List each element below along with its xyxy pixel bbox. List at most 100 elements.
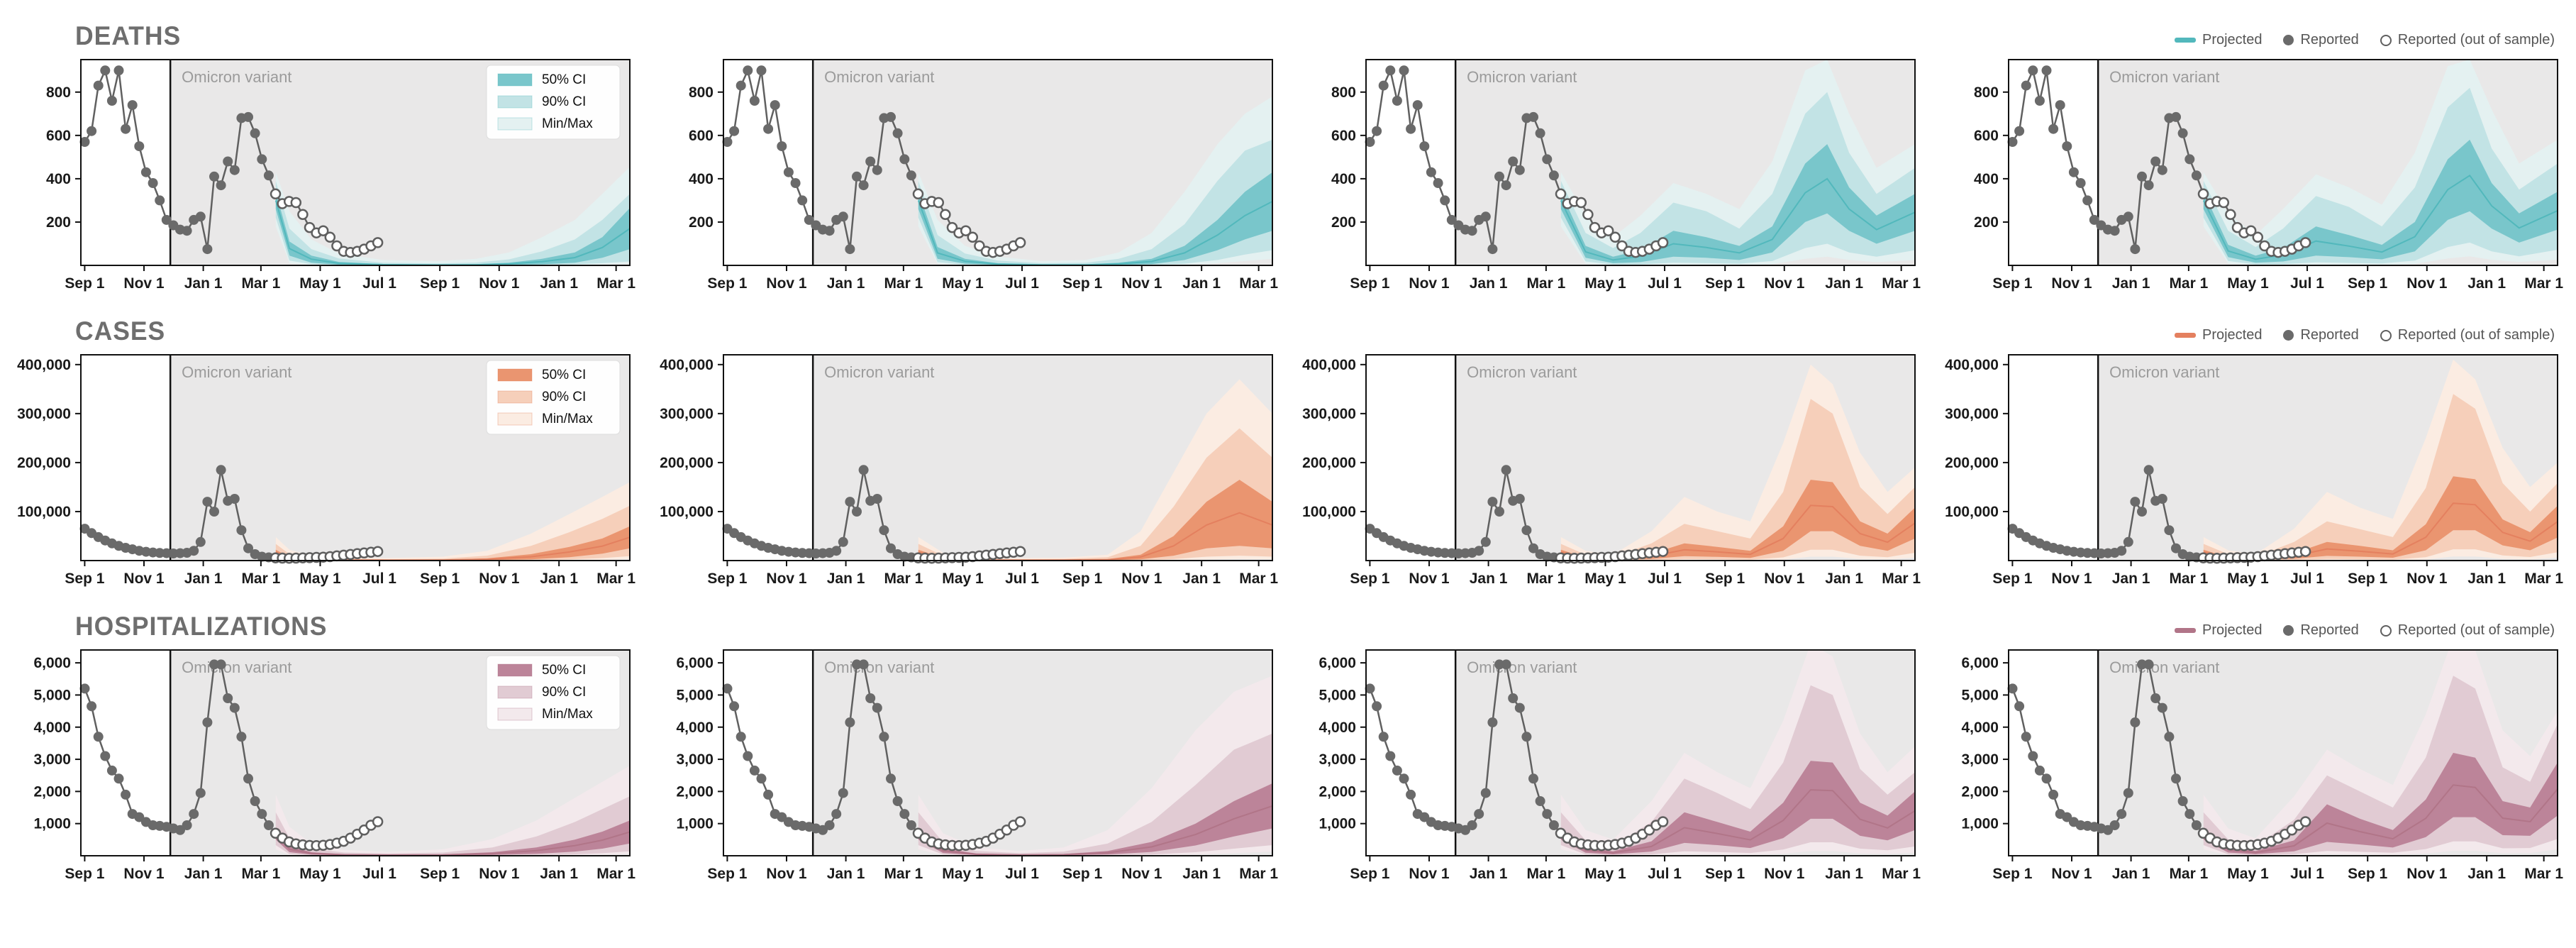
reported-point: [189, 546, 199, 556]
reported-out-of-sample-point: [1616, 240, 1628, 252]
projected-median-line: [917, 200, 1272, 265]
ci50-band: [1560, 480, 1915, 561]
reported-point: [852, 171, 862, 182]
reported-point: [729, 701, 740, 712]
legend-item-projected: Projected: [2174, 327, 2262, 343]
reported-point: [1372, 126, 1382, 136]
x-tick-label: Mar 1: [1239, 275, 1278, 292]
reported-point: [749, 96, 760, 106]
reported-out-of-sample-point: [1014, 816, 1026, 827]
reported-point: [1508, 156, 1519, 167]
x-tick-label: Jul 1: [1005, 866, 1039, 882]
y-tick-label: 400: [1974, 171, 1999, 187]
reported-point: [2177, 128, 2188, 138]
reported-point: [2089, 214, 2099, 225]
reported-point: [1474, 546, 1484, 556]
reported-point: [1372, 701, 1382, 712]
reported-out-of-sample-point: [967, 231, 979, 243]
plot-frame: [723, 649, 1273, 856]
reported-point: [1446, 214, 1457, 225]
x-tick-label: Mar 1: [1526, 275, 1565, 292]
plot-frame: [80, 354, 631, 561]
legend-projected-label: Projected: [2202, 622, 2263, 638]
reported-point: [161, 214, 172, 225]
y-tick-label: 3,000: [1318, 751, 1356, 768]
y-tick-label: 400: [689, 171, 714, 187]
reported-point: [892, 796, 903, 806]
reported-point: [236, 732, 247, 742]
x-tick-label: Jan 1: [1470, 275, 1508, 292]
cases-panel-1: Omicron variant Sep 1 Nov 1 Jan 1 Mar 1 May 1…: [17, 354, 635, 587]
reported-point: [2177, 796, 2188, 806]
reported-out-of-sample-point: [1602, 225, 1614, 236]
x-tick-label: Jul 1: [1648, 866, 1682, 882]
reported-point: [1535, 128, 1545, 138]
reported-out-of-sample-point: [974, 240, 985, 252]
reported-point: [93, 732, 104, 742]
x-tick-label: Mar 1: [241, 571, 280, 587]
row-cases: CASES Projected Reported Reported (out o…: [10, 302, 2576, 590]
y-tick-label: 400,000: [1945, 357, 1999, 373]
reported-out-of-sample-point: [2245, 225, 2257, 236]
plot-frame: [1365, 354, 1916, 561]
y-tick-label: 1,000: [676, 816, 714, 832]
reported-point: [2034, 96, 2045, 106]
y-tick-label: 600: [1974, 128, 1999, 144]
reported-point: [1385, 65, 1396, 76]
reported-point: [2157, 702, 2167, 713]
y-tick-label: 800: [46, 84, 71, 101]
reported-point: [845, 717, 855, 727]
x-tick-label: Sep 1: [1062, 275, 1102, 292]
reported-point: [2055, 100, 2065, 111]
figure-page: DEATHS Projected Reported Reported (out …: [10, 21, 2576, 882]
x-tick-label: Nov 1: [123, 571, 165, 587]
reported-point: [838, 788, 848, 798]
y-tick-label: 400,000: [1302, 357, 1356, 373]
reported-out-of-sample-dot-icon: [2380, 624, 2392, 636]
x-tick-label: Nov 1: [2406, 866, 2448, 882]
x-tick-label: Jul 1: [362, 866, 396, 882]
y-tick-label: 200,000: [660, 455, 714, 471]
x-tick-label: Jan 1: [1182, 866, 1221, 882]
x-tick-label: Jan 1: [2112, 571, 2150, 587]
reported-point: [1426, 167, 1436, 177]
reported-point: [886, 111, 896, 122]
reported-out-of-sample-point: [317, 225, 329, 236]
x-tick-label: Mar 1: [241, 275, 280, 292]
reported-out-of-sample-point: [1657, 546, 1669, 557]
plot-frame: [723, 354, 1273, 561]
reported-point: [2130, 717, 2141, 727]
reported-point: [879, 525, 889, 536]
reported-point: [743, 751, 753, 761]
reported-point: [756, 65, 767, 76]
ci50-band: [2203, 753, 2558, 854]
reported-point: [2123, 788, 2133, 798]
reported-out-of-sample-point: [1014, 237, 1026, 248]
reported-point: [1474, 809, 1484, 820]
projected-median-line: [918, 805, 1272, 856]
x-tick-label: Mar 1: [1526, 571, 1565, 587]
minmax-band: [275, 167, 630, 265]
ci90-band: [275, 796, 630, 856]
minmax-band: [275, 482, 630, 561]
reported-out-of-sample-point: [372, 546, 384, 557]
y-tick-label: 200: [46, 214, 71, 231]
reported-point: [140, 167, 151, 177]
reported-out-of-sample-point: [2299, 237, 2311, 248]
x-tick-label: Mar 1: [241, 866, 280, 882]
reported-point: [93, 80, 104, 91]
y-tick-label: 800: [689, 84, 714, 101]
x-tick-label: Sep 1: [707, 571, 747, 587]
x-tick-label: Nov 1: [1121, 275, 1162, 292]
reported-out-of-sample-point: [933, 197, 945, 209]
x-tick-label: Jan 1: [540, 275, 578, 292]
x-tick-label: May 1: [1584, 571, 1626, 587]
reported-point: [209, 659, 219, 670]
reported-out-of-sample-point: [1575, 197, 1587, 209]
reported-point: [2150, 693, 2161, 703]
deaths-panel-4: Omicron variant Sep 1 Nov 1 Jan 1 Mar 1 May 1…: [1974, 59, 2563, 292]
reported-point: [79, 137, 90, 147]
y-tick-label: 800: [1974, 84, 1999, 101]
x-tick-label: Mar 1: [2169, 571, 2208, 587]
x-tick-label: Jan 1: [827, 571, 865, 587]
